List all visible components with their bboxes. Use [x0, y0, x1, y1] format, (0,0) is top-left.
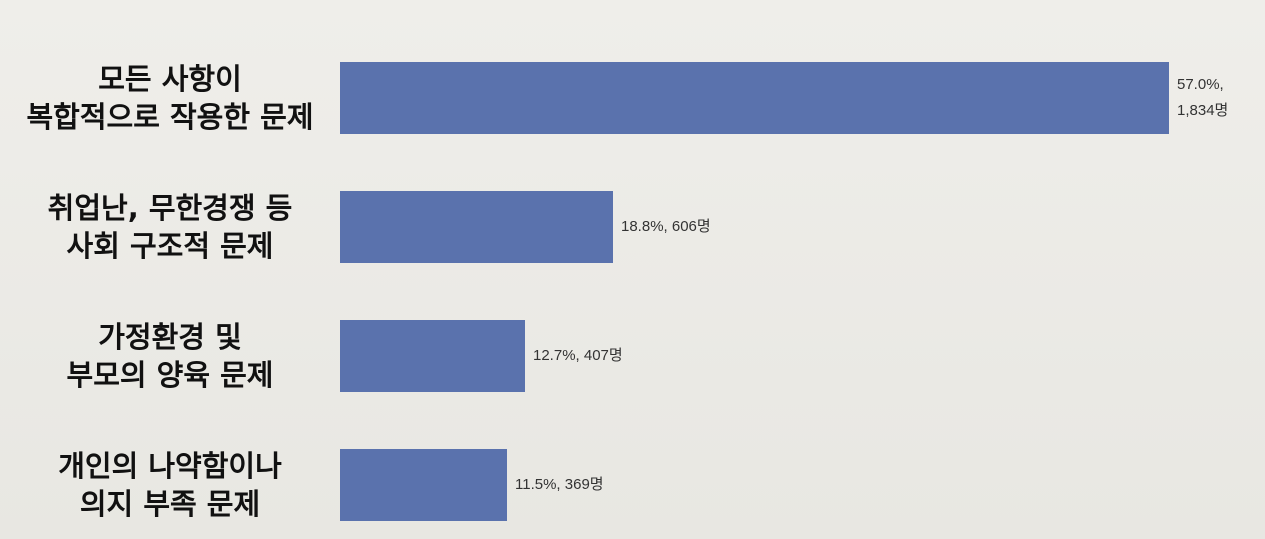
data-label-3: 12.7%, 407명 — [533, 343, 623, 369]
data-label-part: 606명 — [667, 218, 711, 235]
category-label-line: 가정환경 및 — [98, 320, 242, 354]
bar-3 — [340, 320, 525, 392]
data-label-part: 57.0%, — [1177, 76, 1224, 93]
bar-1 — [340, 62, 1169, 134]
category-label-line: 개인의 나약함이나 — [58, 449, 282, 483]
data-label-1: 57.0%, 1,834명 — [1177, 72, 1228, 124]
data-label-4: 11.5%, 369명 — [515, 472, 604, 498]
category-label-line: 취업난, 무한경쟁 등 — [47, 191, 293, 225]
category-label-line: 복합적으로 작용한 문제 — [26, 100, 314, 134]
category-label-line: 의지 부족 문제 — [79, 487, 261, 521]
bar-4 — [340, 449, 507, 521]
data-label-part: 18.8%, — [621, 218, 668, 235]
bar-2 — [340, 191, 613, 263]
data-label-part: 11.5%, — [515, 476, 561, 493]
category-label-line: 사회 구조적 문제 — [66, 229, 274, 263]
data-label-part: 1,834명 — [1177, 102, 1229, 119]
data-label-part: 407명 — [579, 347, 623, 364]
category-label-line: 부모의 양육 문제 — [66, 358, 274, 392]
data-label-2: 18.8%, 606명 — [621, 214, 711, 240]
data-label-part: 12.7%, — [533, 347, 580, 364]
category-label-line: 모든 사항이 — [98, 62, 242, 96]
data-label-part: 369명 — [560, 476, 604, 493]
